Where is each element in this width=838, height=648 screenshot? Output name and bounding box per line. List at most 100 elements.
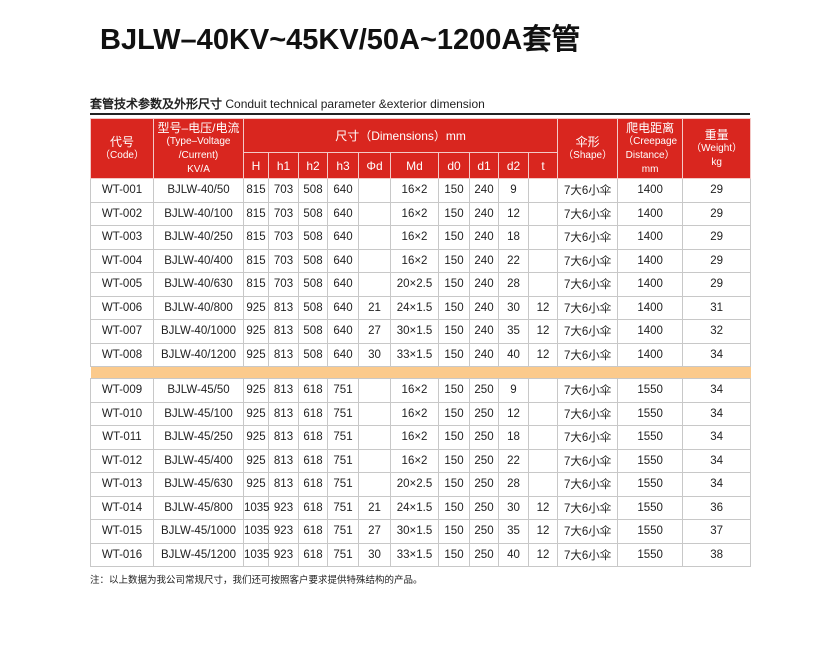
cell: 150 (438, 495, 470, 520)
cell: WT-006 (90, 295, 154, 320)
cell: 22 (498, 248, 529, 273)
cell: 703 (268, 225, 299, 250)
cell: 16×2 (390, 178, 439, 203)
cell: BJLW-45/800 (153, 495, 244, 520)
cell: 618 (298, 519, 328, 544)
header-text: 伞形 (575, 134, 600, 149)
cell: 35 (498, 519, 529, 544)
cell: 815 (243, 178, 269, 203)
cell: 29 (682, 248, 752, 273)
cell: 751 (327, 495, 359, 520)
cell: 751 (327, 448, 359, 473)
data-row: WT-002 BJLW-40/100 815 703 508 640 16×2 150 240 1… (90, 201, 752, 226)
cell: 33×1.5 (390, 342, 439, 367)
empty-cell (358, 225, 391, 250)
cell: 24×1.5 (390, 495, 439, 520)
cell: 618 (298, 425, 328, 450)
sub-header: d0 (438, 152, 470, 179)
cell: 7大6小伞 (557, 342, 619, 367)
header-cell: 重量 （Weight） kg (682, 118, 752, 179)
cell: 618 (298, 495, 328, 520)
cell: 32 (682, 319, 752, 344)
cell: 1400 (617, 295, 684, 320)
cell: 751 (327, 472, 359, 497)
cell: 9 (498, 178, 529, 203)
header-text: （Weight） (691, 142, 743, 154)
empty-cell (358, 248, 391, 273)
header-cell: 代号 （Code） (90, 118, 154, 179)
header-cell: 伞形 （Shape） (557, 118, 619, 179)
empty-cell (358, 201, 391, 226)
empty-cell (527, 472, 559, 497)
cell: 7大6小伞 (557, 248, 619, 273)
empty-cell (527, 248, 559, 273)
cell: BJLW-40/1000 (153, 319, 244, 344)
cell: 240 (469, 319, 499, 344)
cell: 21 (358, 495, 391, 520)
cell: 16×2 (390, 448, 439, 473)
empty-cell (358, 178, 391, 203)
cell: 7大6小伞 (557, 225, 619, 250)
cell: 1550 (617, 472, 684, 497)
cell: 1035 (243, 495, 270, 520)
cell: BJLW-45/50 (153, 378, 244, 403)
sub-header: t (527, 152, 559, 179)
header-text: 型号–电压/电流 (157, 120, 240, 135)
sub-header: d1 (469, 152, 499, 179)
cell: 640 (327, 272, 359, 297)
cell: 250 (469, 472, 499, 497)
cell: 815 (243, 225, 269, 250)
empty-cell (527, 378, 559, 403)
cell: 7大6小伞 (557, 472, 619, 497)
cell: 923 (268, 519, 299, 544)
cell: 29 (682, 225, 752, 250)
header-text: （Shape） (563, 149, 613, 161)
sub-header: h2 (298, 152, 328, 179)
cell: 34 (682, 425, 752, 450)
cell: 1400 (617, 178, 684, 203)
cell: 751 (327, 519, 359, 544)
separator-row (90, 366, 751, 379)
cell: 38 (682, 542, 752, 567)
data-row: WT-013 BJLW-45/630 925 813 618 751 20×2.5 150 25… (90, 472, 752, 497)
cell: 1550 (617, 401, 684, 426)
header-text: kg (711, 156, 722, 168)
header-text: mm (641, 163, 659, 175)
cell: 250 (469, 425, 499, 450)
cell: 703 (268, 178, 299, 203)
cell: 36 (682, 495, 752, 520)
data-row: WT-015 BJLW-45/1000 1035 923 618 751 27 30×1.5 1… (90, 519, 752, 544)
header-text: （Code） (100, 149, 144, 161)
cell: 703 (268, 248, 299, 273)
cell: 29 (682, 272, 752, 297)
header-text: (Type–Voltage (166, 135, 231, 147)
cell: WT-016 (90, 542, 154, 567)
cell: 7大6小伞 (557, 201, 619, 226)
cell: 29 (682, 178, 752, 203)
cell: 34 (682, 401, 752, 426)
cell: WT-013 (90, 472, 154, 497)
empty-cell (358, 272, 391, 297)
cell: 150 (438, 401, 470, 426)
data-row: WT-016 BJLW-45/1200 1035 923 618 751 30 33×1.5 1… (90, 542, 752, 567)
data-row: WT-003 BJLW-40/250 815 703 508 640 16×2 150 240 1… (90, 225, 752, 250)
cell: 150 (438, 519, 470, 544)
cell: 12 (527, 319, 559, 344)
cell: WT-007 (90, 319, 154, 344)
header-text: 尺寸（Dimensions）mm (335, 128, 466, 143)
cell: 22 (498, 448, 529, 473)
cell: BJLW-45/400 (153, 448, 244, 473)
cell: 16×2 (390, 425, 439, 450)
cell: 813 (268, 425, 299, 450)
cell: 1400 (617, 201, 684, 226)
cell: 33×1.5 (390, 542, 439, 567)
subtitle-cn: 套管技术参数及外形尺寸 (90, 97, 223, 111)
separator (90, 366, 751, 379)
cell: 16×2 (390, 401, 439, 426)
sub-header: Φd (358, 152, 391, 179)
header-cell: 型号–电压/电流 (Type–Voltage/Current) KV/A (153, 118, 244, 179)
cell: 751 (327, 425, 359, 450)
data-row: WT-004 BJLW-40/400 815 703 508 640 16×2 150 240 2… (90, 248, 752, 273)
data-row: WT-009 BJLW-45/50 925 813 618 751 16×2 150 250 9 7… (90, 378, 752, 403)
